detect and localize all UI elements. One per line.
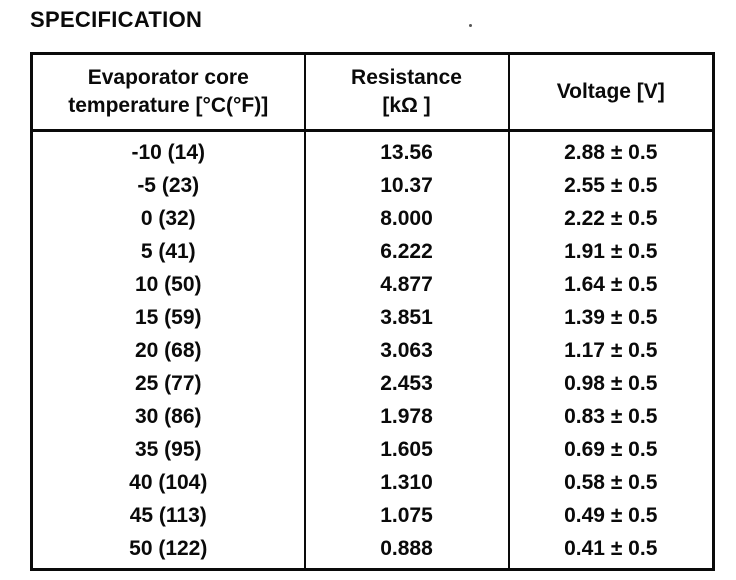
- table-row: 20 (68) 3.063 1.17 ± 0.5: [32, 334, 714, 367]
- col-header-resistance-line1: Resistance: [351, 65, 462, 89]
- voltage-cell: 2.88 ± 0.5: [507, 130, 714, 169]
- temperature-cell: 25 (77): [134, 372, 202, 395]
- voltage-cell: 2.22 ± 0.5: [507, 202, 714, 235]
- resistance-cell: 3.851: [303, 301, 509, 334]
- resistance-cell: 4.877: [303, 268, 509, 301]
- temperature-cell: 30 (86): [134, 405, 202, 428]
- header-row: Evaporator core temperature [°C(°F)] Res…: [31, 53, 714, 132]
- temperature-cell: 35 (95): [134, 438, 202, 461]
- specification-table: Evaporator core temperature [°C(°F)] Res…: [30, 52, 715, 571]
- resistance-cell: 0.888: [303, 532, 509, 570]
- table-row: 10 (50) 4.877 1.64 ± 0.5: [32, 268, 714, 301]
- temperature-cell: 40 (104): [129, 471, 208, 494]
- table-row: 45 (113) 1.075 0.49 ± 0.5: [32, 499, 714, 532]
- voltage-cell: 1.91 ± 0.5: [507, 235, 714, 268]
- table-row: 30 (86) 1.978 0.83 ± 0.5: [32, 400, 714, 433]
- col-header-voltage-line1: Voltage [V]: [556, 79, 665, 103]
- voltage-cell: 0.83 ± 0.5: [507, 400, 714, 433]
- resistance-cell: 1.310: [303, 466, 509, 499]
- table-row: 50 (122) 0.888 0.41 ± 0.5: [32, 532, 714, 570]
- voltage-cell: 2.55 ± 0.5: [507, 169, 714, 202]
- voltage-cell: 0.98 ± 0.5: [507, 367, 714, 400]
- table-row: -10 (14) 13.56 2.88 ± 0.5: [32, 130, 714, 169]
- voltage-cell: 1.39 ± 0.5: [507, 301, 714, 334]
- resistance-cell: 8.000: [303, 202, 509, 235]
- table-row: 0 (32) 8.000 2.22 ± 0.5: [32, 202, 714, 235]
- table-row: 40 (104) 1.310 0.58 ± 0.5: [32, 466, 714, 499]
- temperature-cell: 45 (113): [129, 504, 207, 527]
- table-row: -5 (23) 10.37 2.55 ± 0.5: [32, 169, 714, 202]
- voltage-cell: 1.17 ± 0.5: [507, 334, 714, 367]
- temperature-cell: -5 (23): [137, 174, 200, 197]
- page-title: SPECIFICATION: [30, 7, 203, 32]
- temperature-cell: 5 (41): [140, 240, 196, 263]
- voltage-cell: 0.69 ± 0.5: [507, 433, 714, 466]
- resistance-cell: 13.56: [303, 130, 509, 169]
- table-body: -10 (14) 13.56 2.88 ± 0.5 -5 (23) 10.37 2.55 …: [32, 130, 714, 570]
- resistance-cell: 1.978: [303, 400, 509, 433]
- temperature-cell: 20 (68): [134, 339, 202, 362]
- col-header-temperature-line2: temperature [°C(°F)]: [68, 94, 269, 117]
- resistance-cell: 1.075: [303, 499, 509, 532]
- col-header-temperature: Evaporator core temperature [°C(°F)]: [31, 53, 305, 132]
- table-row: 35 (95) 1.605 0.69 ± 0.5: [32, 433, 714, 466]
- temperature-cell: 0 (32): [140, 207, 196, 230]
- temperature-cell: 15 (59): [134, 306, 202, 329]
- col-header-resistance: Resistance [kΩ ]: [303, 53, 509, 132]
- resistance-cell: 6.222: [303, 235, 509, 268]
- voltage-cell: 0.49 ± 0.5: [507, 499, 714, 532]
- col-header-voltage: Voltage [V]: [507, 53, 714, 132]
- col-header-resistance-line2: [kΩ ]: [382, 94, 431, 117]
- table-row: 5 (41) 6.222 1.91 ± 0.5: [32, 235, 714, 268]
- scan-artifact-dot: [469, 24, 472, 27]
- voltage-cell: 0.58 ± 0.5: [507, 466, 714, 499]
- voltage-cell: 1.64 ± 0.5: [507, 268, 714, 301]
- table-row: 15 (59) 3.851 1.39 ± 0.5: [32, 301, 714, 334]
- voltage-cell: 0.41 ± 0.5: [507, 532, 714, 570]
- resistance-cell: 10.37: [303, 169, 509, 202]
- table-row: 25 (77) 2.453 0.98 ± 0.5: [32, 367, 714, 400]
- resistance-cell: 2.453: [303, 367, 509, 400]
- resistance-cell: 1.605: [303, 433, 509, 466]
- col-header-temperature-line1: Evaporator core: [87, 65, 249, 89]
- temperature-cell: 10 (50): [134, 273, 202, 296]
- temperature-cell: -10 (14): [131, 141, 206, 164]
- temperature-cell: 50 (122): [129, 537, 208, 560]
- resistance-cell: 3.063: [303, 334, 509, 367]
